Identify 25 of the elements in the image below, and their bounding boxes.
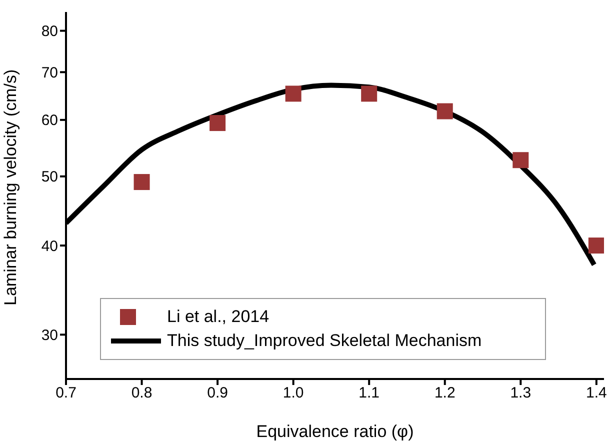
y-tick-label: 40 [41,238,58,255]
x-tick-label: 0.8 [131,384,152,402]
y-tick-label: 30 [41,326,58,344]
x-tick-label: 1.0 [282,384,304,402]
y-axis-title: Laminar burning velocity (cm/s) [1,69,20,306]
x-tick-label: 1.2 [434,384,456,402]
x-tick-label: 1.3 [510,384,532,402]
x-tick-label: 1.1 [358,384,380,402]
legend-label: Li et al., 2014 [167,307,270,327]
x-tick-label: 1.4 [586,384,607,402]
point [134,174,150,190]
point [210,115,226,132]
y-tick-label: 60 [41,112,58,130]
y-tick-label: 80 [41,23,58,40]
x-tick-label: 0.9 [207,384,228,402]
point [588,238,604,254]
x-axis-title: Equivalence ratio (φ) [256,422,414,441]
point [361,86,378,102]
point [512,152,529,168]
point [436,103,453,120]
x-tick-label: 0.7 [56,384,76,402]
legend-label: This study_Improved Skeletal Mechanism [167,331,482,351]
y-tick-label: 70 [41,64,58,82]
point [285,86,302,102]
y-tick-label: 50 [41,168,58,186]
